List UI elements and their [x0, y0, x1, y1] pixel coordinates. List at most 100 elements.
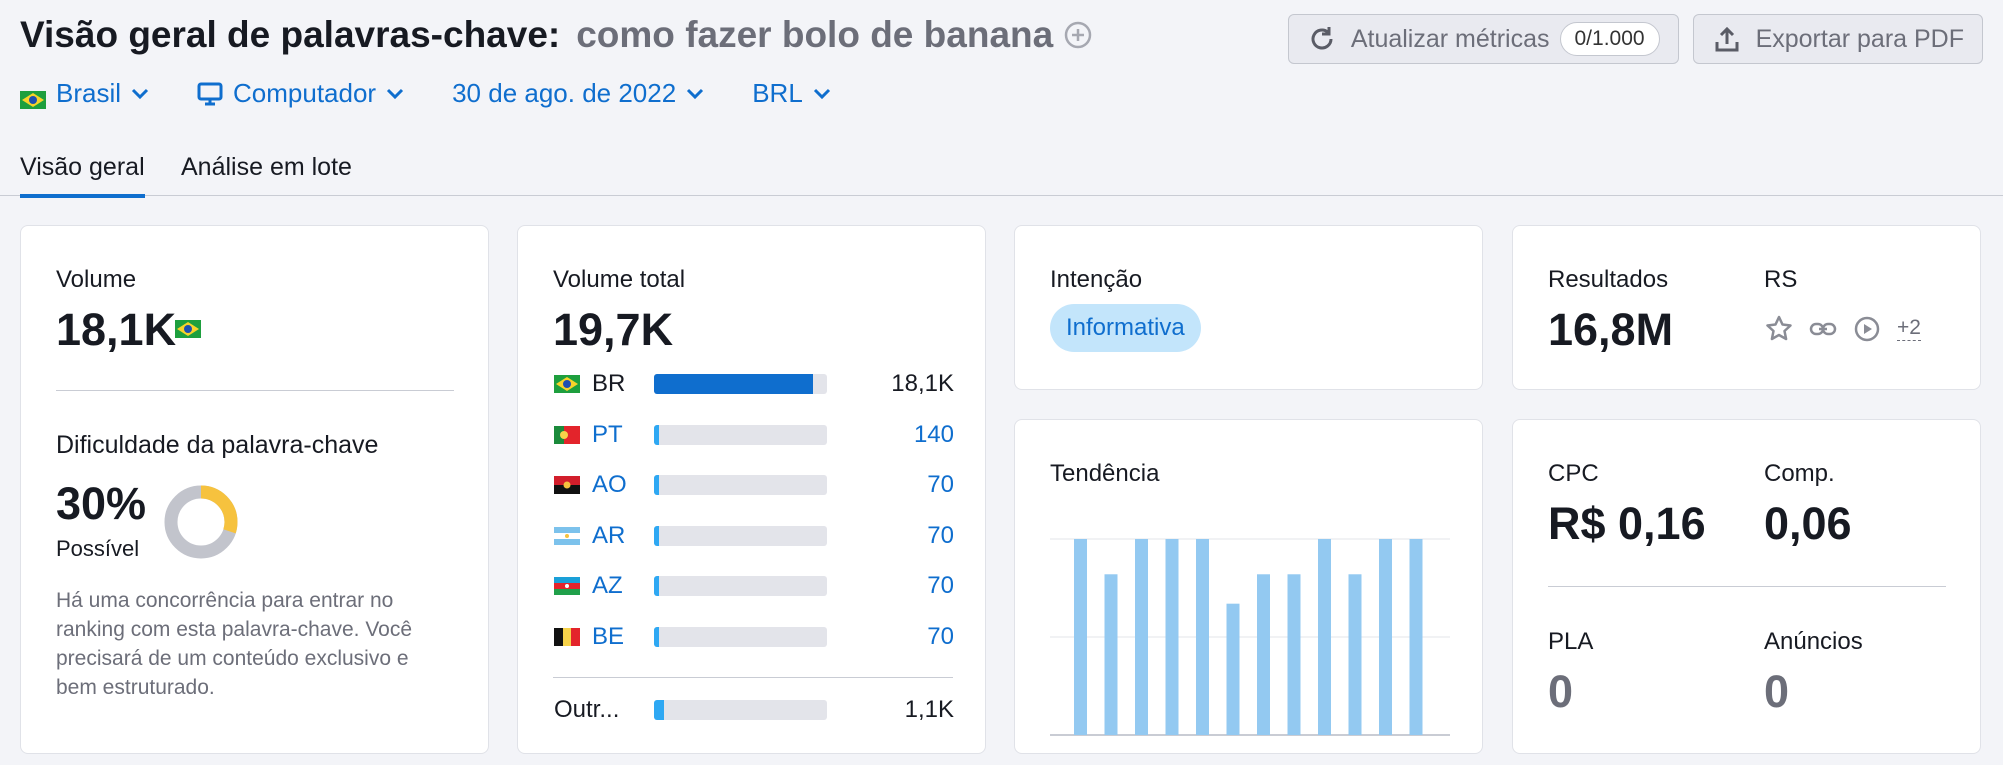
results-value: 16,8M: [1548, 304, 1674, 355]
desktop-icon: [197, 82, 223, 106]
trend-bar[interactable]: [1379, 539, 1392, 735]
trend-chart: [1050, 538, 1450, 736]
tab-bar: Visão geral Análise em lote: [0, 145, 2003, 198]
country-code[interactable]: PT: [592, 420, 623, 448]
country-value[interactable]: 70: [927, 572, 954, 599]
tab-overview[interactable]: Visão geral: [20, 153, 145, 198]
country-value[interactable]: 70: [927, 521, 954, 549]
country-bar-track: [654, 576, 827, 596]
country-code[interactable]: BE: [592, 622, 625, 650]
currency-filter[interactable]: BRL: [752, 78, 831, 109]
country-code: BR: [592, 370, 626, 397]
country-value[interactable]: 70: [927, 471, 954, 498]
country-bar-fill: [654, 576, 660, 596]
ar-flag-icon: [554, 526, 580, 545]
ads-label: Anúncios: [1764, 628, 1863, 655]
ads-value: 0: [1764, 666, 1790, 717]
country-row: PT 140: [554, 420, 954, 450]
brazil-flag-icon: [175, 320, 201, 338]
page-header: Visão geral de palavras-chave: como faze…: [20, 14, 1093, 56]
kd-description-line: precisará de um conteúdo exclusivo e: [56, 647, 409, 670]
cpc-label: CPC: [1548, 460, 1599, 487]
cpc-value: R$ 0,16: [1548, 498, 1706, 549]
kd-description-line: ranking com esta palavra-chave. Você: [56, 618, 413, 641]
trend-bar[interactable]: [1409, 539, 1423, 735]
trend-bar[interactable]: [1226, 603, 1240, 735]
cpc-card: CPC R$ 0,16 Comp. 0,06 PLA 0 Anúncios 0: [1512, 419, 1981, 754]
country-row: AO 70: [554, 470, 954, 500]
trend-bar[interactable]: [1318, 539, 1331, 735]
country-code[interactable]: AZ: [592, 572, 623, 599]
export-pdf-label: Exportar para PDF: [1755, 24, 1964, 53]
update-counter-badge: 0/1.000: [1559, 22, 1660, 56]
divider: [1548, 586, 1946, 587]
country-value[interactable]: 70: [927, 622, 954, 650]
chevron-down-icon: [386, 88, 404, 100]
star-icon[interactable]: [1764, 314, 1794, 344]
country-bar-fill: [654, 525, 660, 546]
country-bar-track: [654, 374, 827, 394]
kd-label: Dificuldade da palavra-chave: [56, 431, 379, 459]
rs-more-link[interactable]: +2: [1897, 316, 1921, 341]
volume-value: 18,1K: [56, 304, 177, 355]
kd-donut-chart: [164, 485, 238, 559]
total-volume-label: Volume total: [553, 266, 686, 293]
kd-description: Há uma concorrência para entrar no ranki…: [56, 586, 412, 702]
update-metrics-label: Atualizar métricas: [1350, 24, 1550, 53]
trend-bar[interactable]: [1165, 539, 1179, 735]
link-icon[interactable]: [1808, 314, 1838, 344]
be-flag-icon: [554, 627, 580, 646]
country-row: BR 18,1K: [554, 369, 954, 399]
country-bar-track: [654, 475, 827, 495]
country-row: AR 70: [554, 521, 954, 551]
upload-icon: [1712, 24, 1742, 54]
rs-label: RS: [1764, 266, 1798, 293]
competition-label: Comp.: [1764, 460, 1835, 487]
trend-bar[interactable]: [1196, 539, 1209, 735]
trend-bar[interactable]: [1348, 574, 1362, 735]
device-filter[interactable]: Computador: [197, 78, 404, 109]
export-pdf-button[interactable]: Exportar para PDF: [1692, 14, 1983, 64]
country-value: 1,1K: [904, 696, 954, 723]
results-label: Resultados: [1548, 266, 1669, 293]
competition-value: 0,06: [1764, 498, 1852, 549]
az-flag-icon: [554, 577, 580, 595]
intent-card: Intenção Informativa: [1014, 225, 1483, 390]
country-bar-track: [654, 626, 827, 647]
country-label: Brasil: [56, 78, 122, 108]
trend-bar[interactable]: [1287, 574, 1301, 735]
chevron-down-icon: [131, 88, 149, 100]
brazil-flag-icon: [20, 85, 46, 109]
country-bar-fill: [654, 424, 660, 445]
kd-donut-fill: [164, 485, 238, 559]
country-bar-track: [654, 424, 827, 445]
country-bar-fill: [654, 475, 660, 495]
trend-card: Tendência: [1014, 419, 1483, 754]
total-volume-card: Volume total 19,7K BR 18,1K PT 140 AO 70 AR 70 A…: [517, 225, 986, 754]
kd-percent: 30%: [56, 478, 147, 529]
country-bar-track: [654, 525, 827, 546]
device-label: Computador: [233, 78, 377, 108]
date-label: 30 de ago. de 2022: [452, 78, 677, 108]
trend-bar[interactable]: [1074, 539, 1087, 735]
kd-description-line: Há uma concorrência para entrar no: [56, 589, 394, 612]
trend-bar[interactable]: [1104, 574, 1118, 735]
video-icon[interactable]: [1852, 314, 1882, 344]
date-filter[interactable]: 30 de ago. de 2022: [452, 78, 704, 109]
br-flag-icon: [554, 375, 580, 393]
refresh-icon: [1307, 24, 1337, 54]
country-code[interactable]: AR: [592, 521, 626, 549]
tab-batch-analysis[interactable]: Análise em lote: [181, 153, 352, 181]
intent-badge[interactable]: Informativa: [1050, 304, 1201, 352]
add-circle-icon[interactable]: [1063, 20, 1093, 50]
country-bar-fill: [654, 374, 814, 394]
trend-bar[interactable]: [1257, 574, 1270, 735]
trend-bar[interactable]: [1135, 539, 1148, 735]
country-value[interactable]: 140: [913, 420, 954, 448]
country-filter[interactable]: Brasil: [20, 78, 149, 109]
country-code[interactable]: AO: [592, 471, 627, 498]
country-row-other: Outr... 1,1K: [554, 695, 954, 725]
pla-label: PLA: [1548, 628, 1594, 655]
update-metrics-button[interactable]: Atualizar métricas 0/1.000: [1287, 14, 1679, 64]
keyword: como fazer bolo de banana: [576, 14, 1054, 55]
